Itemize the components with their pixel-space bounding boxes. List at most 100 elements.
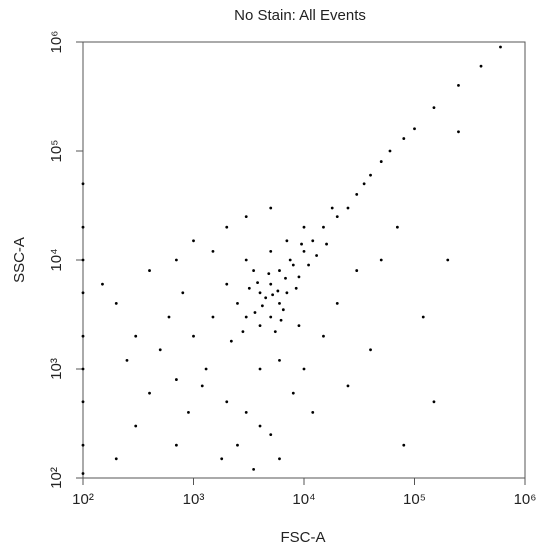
point <box>247 286 251 290</box>
point <box>278 358 281 362</box>
point <box>302 225 306 229</box>
point <box>244 215 248 219</box>
point <box>269 206 273 210</box>
point <box>148 391 151 395</box>
point <box>395 225 399 229</box>
point <box>204 367 208 371</box>
point <box>499 45 502 49</box>
point <box>200 384 204 388</box>
point <box>81 182 85 186</box>
point <box>81 367 85 371</box>
point <box>291 263 295 267</box>
point <box>294 286 298 290</box>
point <box>421 315 425 319</box>
point <box>446 258 450 262</box>
x-tick-label: 10² <box>72 491 94 508</box>
point <box>457 83 460 87</box>
x-tick-label: 10⁵ <box>403 491 426 508</box>
point <box>134 334 138 338</box>
x-tick-label: 10⁴ <box>292 491 315 508</box>
point <box>355 192 359 196</box>
point <box>229 339 233 343</box>
point <box>335 301 339 305</box>
point <box>279 318 283 322</box>
plot-frame <box>82 41 526 479</box>
point <box>236 443 239 447</box>
point <box>362 182 366 186</box>
point <box>81 472 85 475</box>
point <box>252 467 256 471</box>
point <box>330 206 334 210</box>
point <box>281 308 285 312</box>
point <box>125 358 129 362</box>
point <box>244 258 248 262</box>
y-tick-label: 10⁴ <box>48 248 65 271</box>
point <box>148 269 151 272</box>
point <box>252 269 256 272</box>
point <box>276 289 280 293</box>
x-tick-label: 10³ <box>183 491 205 508</box>
point <box>253 311 257 314</box>
point <box>278 269 281 272</box>
point <box>174 378 178 381</box>
y-tick-label: 10⁶ <box>48 31 65 54</box>
point <box>322 334 325 338</box>
point <box>297 324 301 328</box>
point <box>379 258 383 262</box>
point <box>174 443 178 447</box>
point <box>114 457 118 461</box>
point <box>236 301 239 305</box>
point <box>369 348 372 352</box>
point <box>346 384 350 388</box>
y-tick-label: 10⁵ <box>48 140 65 163</box>
point <box>220 457 224 461</box>
point <box>260 304 264 308</box>
point <box>388 149 392 153</box>
point <box>284 276 287 280</box>
point <box>457 130 460 134</box>
point <box>432 400 436 404</box>
point <box>225 282 229 286</box>
x-tick-label: 10⁶ <box>514 491 537 508</box>
point <box>134 424 138 428</box>
point <box>288 258 292 262</box>
point <box>81 400 85 404</box>
point <box>269 282 273 286</box>
point <box>278 301 281 305</box>
point <box>211 315 215 319</box>
point <box>258 324 262 328</box>
point <box>244 410 248 414</box>
point <box>322 225 325 229</box>
point <box>285 291 289 295</box>
chart-title: No Stain: All Events <box>234 7 366 24</box>
point <box>114 301 118 305</box>
point <box>158 348 162 352</box>
point <box>167 315 171 319</box>
point <box>258 424 262 428</box>
point <box>192 334 195 338</box>
point <box>264 296 268 300</box>
point <box>81 225 85 229</box>
point <box>256 281 259 285</box>
point <box>174 258 178 262</box>
point <box>302 249 306 253</box>
point <box>81 334 85 338</box>
x-axis-label: FSC-A <box>281 529 326 546</box>
point <box>402 137 406 140</box>
point <box>258 291 262 295</box>
point <box>273 330 277 334</box>
point <box>402 443 406 447</box>
point <box>181 291 185 295</box>
point <box>187 410 190 414</box>
point <box>297 275 301 279</box>
point <box>307 263 310 267</box>
y-tick-label: 10² <box>48 467 65 489</box>
point <box>346 206 350 210</box>
point <box>267 272 271 276</box>
point <box>369 173 372 177</box>
point <box>244 315 248 319</box>
point <box>413 127 416 131</box>
point <box>211 249 215 253</box>
point <box>311 239 315 243</box>
point <box>101 282 104 286</box>
